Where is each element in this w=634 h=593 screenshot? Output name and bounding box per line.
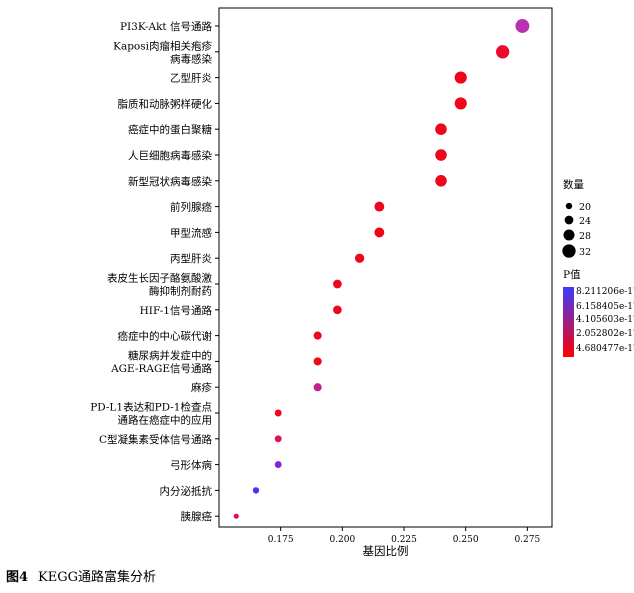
y-tick-label: 甲型流感: [170, 226, 212, 239]
data-point: [333, 305, 342, 315]
y-tick-label: 新型冠状病毒感染: [128, 175, 212, 188]
x-tick-label: 0.225: [391, 535, 417, 545]
data-point: [454, 71, 467, 84]
size-legend-dot: [563, 229, 575, 241]
data-point: [496, 45, 510, 59]
data-point: [313, 357, 322, 366]
x-axis-title: 基因比例: [363, 544, 409, 558]
y-tick-label: 乙型肝炎: [170, 72, 212, 85]
y-tick-label: 前列腺癌: [170, 201, 212, 214]
y-tick-label: PD-L1表达和PD-1检查点通路在癌症中的应用: [90, 401, 212, 427]
y-tick-label: 内分泌抵抗: [160, 484, 213, 497]
data-point: [313, 331, 322, 340]
size-legend-label: 24: [579, 216, 591, 227]
color-legend-label: 4.105603e-17: [576, 315, 634, 325]
data-point: [435, 123, 447, 135]
color-legend-label: 8.211206e-17: [576, 287, 634, 297]
size-legend-label: 28: [579, 231, 591, 242]
y-tick-label: 弓形体病: [170, 459, 212, 472]
data-point: [435, 149, 447, 161]
data-point: [274, 409, 282, 417]
y-tick-label: 癌症中的蛋白聚糖: [128, 123, 212, 136]
size-legend-dot: [565, 202, 573, 210]
y-tick-label: 丙型肝炎: [170, 252, 212, 265]
y-tick-label: 人巨细胞病毒感染: [128, 149, 212, 162]
data-point: [252, 487, 260, 494]
data-point: [454, 97, 467, 110]
data-point: [333, 279, 342, 289]
size-legend-title: 数量: [563, 178, 584, 191]
data-point: [354, 253, 365, 263]
figure-caption-text: KEGG通路富集分析: [38, 570, 157, 585]
x-tick-label: 0.275: [514, 535, 540, 545]
data-point: [274, 461, 282, 469]
figure-caption-label: 图4: [6, 570, 29, 585]
size-legend-label: 32: [579, 247, 591, 258]
y-tick-label: C型凝集素受体信号通路: [99, 433, 213, 446]
y-tick-label: 表皮生长因子酪氨酸激酶抑制剂耐药: [107, 272, 212, 298]
x-tick-label: 0.250: [453, 535, 479, 545]
data-point: [435, 175, 447, 187]
size-legend-dot: [564, 215, 574, 225]
color-legend-label: 6.158405e-17: [576, 302, 634, 312]
size-legend-label: 20: [579, 202, 591, 213]
plot-panel: [218, 7, 553, 528]
color-legend-title: P值: [563, 268, 581, 281]
figure-caption: 图4 KEGG通路富集分析: [6, 566, 156, 585]
y-tick-label: HIF-1信号通路: [140, 304, 213, 317]
color-legend-bar: [563, 287, 574, 357]
data-point: [233, 513, 239, 519]
color-legend-label: 4.680477e-17: [576, 344, 634, 354]
x-tick-label: 0.175: [268, 535, 294, 545]
x-tick-label: 0.200: [329, 535, 355, 545]
data-point: [374, 227, 385, 238]
y-tick-label: 癌症中的中心碳代谢: [118, 330, 213, 343]
y-tick-label: 胰腺癌: [181, 510, 213, 523]
data-point: [374, 201, 385, 212]
color-legend-label: 2.052802e-17: [576, 329, 634, 339]
y-tick-label: 麻疹: [191, 381, 212, 394]
y-tick-label: Kaposi肉瘤相关疱疹病毒感染: [113, 39, 212, 65]
y-tick-label: PI3K-Akt 信号通路: [120, 20, 213, 33]
size-legend-dot: [562, 244, 576, 258]
data-point: [313, 383, 322, 392]
kegg-dot-plot: PI3K-Akt 信号通路 Kaposi肉瘤相关疱疹病毒感染乙型肝炎脂质和动脉粥样…: [90, 7, 634, 558]
data-point: [515, 19, 530, 33]
y-tick-label: 糖尿病并发症中的 AGE-RAGE信号通路: [110, 349, 212, 375]
y-tick-label: 脂质和动脉粥样硬化: [118, 97, 213, 110]
data-point: [274, 435, 282, 443]
